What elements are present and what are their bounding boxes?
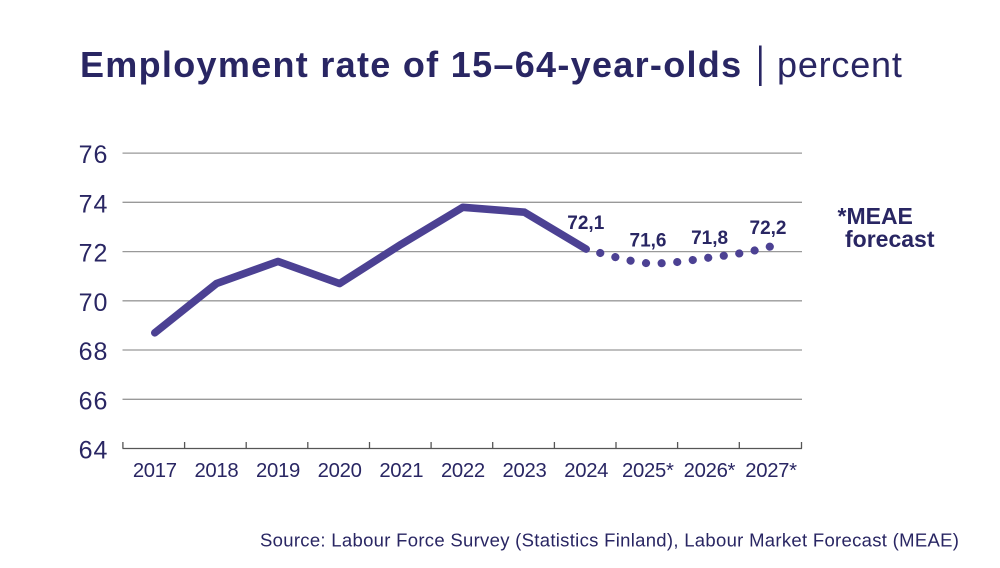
svg-text:2020: 2020 bbox=[318, 460, 362, 482]
svg-text:2025*: 2025* bbox=[622, 460, 674, 482]
svg-text:2021: 2021 bbox=[379, 460, 423, 482]
svg-text:74: 74 bbox=[79, 190, 109, 218]
svg-text:2019: 2019 bbox=[256, 460, 300, 482]
svg-text:72: 72 bbox=[79, 240, 109, 268]
svg-text:2017: 2017 bbox=[133, 460, 177, 482]
svg-text:2023: 2023 bbox=[503, 460, 547, 482]
svg-text:Employment rate of 15–64-year-: Employment rate of 15–64-year-olds bbox=[80, 44, 742, 85]
svg-text:64: 64 bbox=[79, 437, 109, 465]
svg-text:Source: Labour Force Survey (S: Source: Labour Force Survey (Statistics … bbox=[260, 529, 959, 550]
svg-text:71,6: 71,6 bbox=[630, 231, 667, 252]
svg-text:*MEAE: *MEAE bbox=[838, 203, 913, 229]
svg-text:2022: 2022 bbox=[441, 460, 485, 482]
svg-text:percent: percent bbox=[777, 44, 903, 85]
svg-text:forecast: forecast bbox=[845, 226, 935, 252]
svg-text:2027*: 2027* bbox=[745, 460, 797, 482]
svg-text:76: 76 bbox=[79, 141, 109, 169]
svg-text:2018: 2018 bbox=[194, 460, 238, 482]
svg-text:72,2: 72,2 bbox=[750, 218, 787, 239]
svg-text:2024: 2024 bbox=[564, 460, 608, 482]
svg-text:66: 66 bbox=[79, 387, 109, 415]
svg-text:72,1: 72,1 bbox=[567, 213, 604, 234]
svg-text:70: 70 bbox=[79, 289, 109, 317]
svg-text:68: 68 bbox=[79, 338, 109, 366]
svg-text:71,8: 71,8 bbox=[691, 228, 728, 249]
svg-text:2026*: 2026* bbox=[684, 460, 736, 482]
